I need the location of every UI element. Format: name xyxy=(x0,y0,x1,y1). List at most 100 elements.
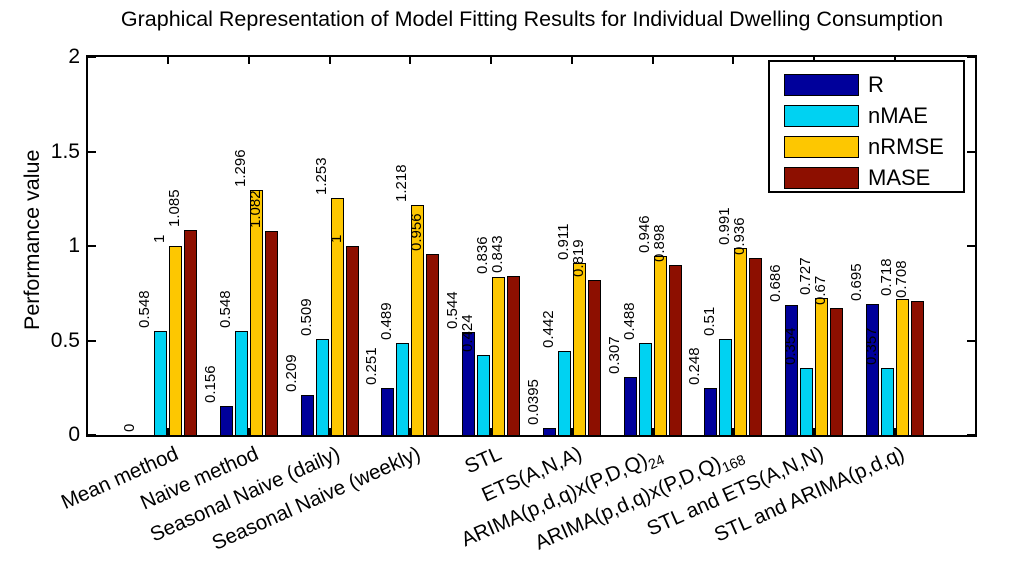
bar-MASE-7 xyxy=(749,258,763,435)
x-tick-label-subscript: 168 xyxy=(719,452,749,477)
legend-label: MASE xyxy=(868,164,931,190)
bar-nRMSE-0 xyxy=(169,246,183,435)
y-tick-label: 1 xyxy=(68,234,80,257)
x-tick xyxy=(247,57,250,64)
bar-value-label: 0.911 xyxy=(554,223,572,260)
y-tick xyxy=(88,150,96,153)
bar-value-label: 0.956 xyxy=(408,213,426,252)
y-tick xyxy=(88,56,96,58)
bar-nMAE-5 xyxy=(557,351,571,435)
bar-R-6 xyxy=(623,376,637,435)
bar-value-label: 0.354 xyxy=(782,327,800,366)
y-tick xyxy=(88,339,96,342)
bar-value-label: 0.248 xyxy=(686,347,704,386)
x-tick xyxy=(651,57,654,64)
bar-nRMSE-5 xyxy=(572,262,586,435)
x-tick xyxy=(732,428,735,435)
bar-nRMSE-8 xyxy=(815,297,829,435)
bar-value-label: 0.67 xyxy=(812,276,830,306)
bar-value-label: 0.819 xyxy=(569,239,587,278)
bar-MASE-2 xyxy=(345,246,359,435)
y-tick-label: 0 xyxy=(68,423,80,446)
bar-value-label: 1.218 xyxy=(393,164,411,202)
bar-nRMSE-4 xyxy=(492,276,506,435)
bar-MASE-6 xyxy=(668,265,682,435)
y-tick-label: 2 xyxy=(68,45,80,68)
bar-value-label: 0.442 xyxy=(539,310,557,349)
bar-nRMSE-3 xyxy=(411,204,425,435)
bar-R-4 xyxy=(462,332,476,435)
bar-nMAE-3 xyxy=(396,342,410,435)
bar-value-label: 0.936 xyxy=(731,217,749,256)
legend-label: R xyxy=(868,71,884,97)
x-tick xyxy=(409,57,412,64)
bar-value-label: 0.727 xyxy=(797,257,815,295)
x-tick xyxy=(732,57,735,64)
bar-value-label: 0.836 xyxy=(474,236,492,274)
y-tick xyxy=(967,245,975,247)
bar-MASE-4 xyxy=(507,275,521,435)
bar-value-label: 1.082 xyxy=(246,189,264,228)
x-tick xyxy=(247,428,250,435)
bar-value-label: 1 xyxy=(151,234,169,243)
bar-nRMSE-6 xyxy=(653,256,667,435)
bar-value-label: 0.898 xyxy=(650,224,668,263)
bar-nMAE-4 xyxy=(477,354,491,435)
bar-value-label: 0 xyxy=(121,423,139,432)
bar-MASE-0 xyxy=(184,229,198,435)
bar-R-1 xyxy=(219,405,233,435)
y-tick xyxy=(88,245,96,247)
legend-item-nRMSE: nRMSE xyxy=(770,132,963,161)
legend-swatch-MASE xyxy=(784,166,859,189)
x-tick xyxy=(328,428,331,435)
x-tick xyxy=(570,57,573,64)
y-tick xyxy=(967,339,975,342)
bar-value-label: 1.296 xyxy=(231,149,249,188)
bar-value-label: 0.946 xyxy=(635,215,653,254)
bar-R-3 xyxy=(381,387,395,435)
bar-value-label: 0.0395 xyxy=(524,378,542,425)
bar-value-label: 1 xyxy=(327,234,345,243)
bar-MASE-8 xyxy=(830,308,844,435)
bar-nMAE-1 xyxy=(234,331,248,435)
x-tick xyxy=(813,428,816,435)
y-tick xyxy=(967,434,975,436)
bar-value-label: 0.718 xyxy=(877,258,895,297)
bar-value-label: 0.548 xyxy=(216,290,234,329)
bar-MASE-5 xyxy=(587,280,601,435)
bar-nRMSE-7 xyxy=(734,247,748,435)
y-tick xyxy=(967,56,975,58)
bar-R-9 xyxy=(865,303,879,435)
bar-MASE-1 xyxy=(264,230,278,435)
x-tick xyxy=(409,428,412,435)
bar-MASE-9 xyxy=(910,301,924,435)
legend-item-MASE: MASE xyxy=(770,163,963,192)
bar-nMAE-0 xyxy=(154,331,168,435)
legend-swatch-nRMSE xyxy=(784,135,859,158)
bar-value-label: 0.357 xyxy=(862,326,880,365)
bar-nMAE-9 xyxy=(880,367,894,435)
bar-nMAE-6 xyxy=(638,342,652,435)
bar-value-label: 0.548 xyxy=(136,290,154,329)
bar-value-label: 0.307 xyxy=(605,336,623,374)
bar-value-label: 0.424 xyxy=(459,314,477,352)
legend-swatch-R xyxy=(784,73,859,96)
y-tick-label: 0.5 xyxy=(50,328,80,352)
legend-label: nMAE xyxy=(868,102,928,128)
x-tick xyxy=(570,428,573,435)
bar-value-label: 0.843 xyxy=(489,235,507,273)
bar-R-7 xyxy=(704,388,718,435)
bar-value-label: 0.686 xyxy=(767,264,785,303)
bar-value-label: 0.251 xyxy=(363,347,381,385)
x-tick xyxy=(490,428,493,435)
bar-nMAE-8 xyxy=(800,368,814,435)
bar-MASE-3 xyxy=(426,254,440,435)
bar-R-8 xyxy=(785,305,799,435)
bar-value-label: 0.544 xyxy=(444,291,462,330)
bar-R-5 xyxy=(542,427,556,435)
bar-nRMSE-1 xyxy=(249,190,263,435)
bar-value-label: 1.085 xyxy=(166,189,184,227)
x-tick xyxy=(893,428,896,435)
